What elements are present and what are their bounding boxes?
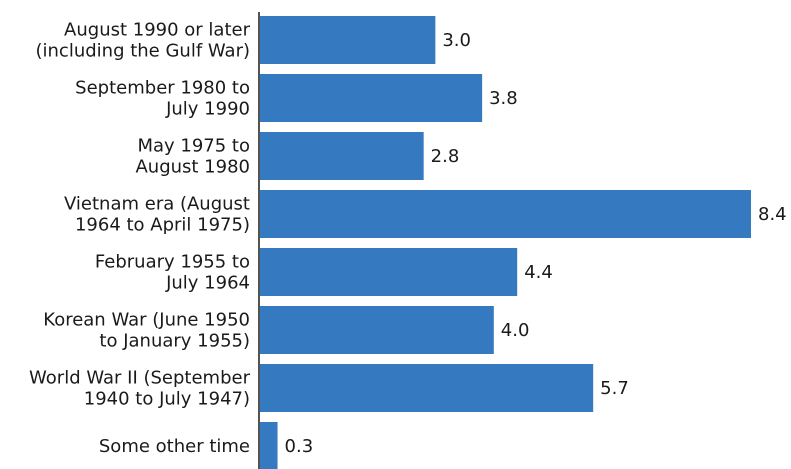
category-label-7: Some other time: [99, 436, 250, 457]
bar-4: [260, 248, 518, 296]
category-label-line: August 1980: [135, 157, 250, 178]
category-label-3: Vietnam era (August 1964 to April 1975): [64, 194, 250, 236]
bar-0: [260, 16, 436, 64]
category-label-4: February 1955 to July 1964: [95, 252, 250, 294]
bar-6: [260, 364, 594, 412]
category-label-line: May 1975 to: [137, 136, 250, 157]
category-label-line: to January 1955): [99, 331, 250, 352]
category-label-line: July 1990: [165, 99, 250, 120]
value-label-4: 4.4: [524, 262, 553, 283]
value-label-3: 8.4: [758, 204, 787, 225]
category-label-1: September 1980 to July 1990: [75, 78, 250, 120]
category-label-line: 1964 to April 1975): [75, 215, 250, 236]
category-label-2: May 1975 to August 1980: [135, 136, 250, 178]
value-label-5: 4.0: [501, 320, 530, 341]
bar-7: [260, 422, 278, 469]
category-label-line: Some other time: [99, 436, 250, 457]
bar-2: [260, 132, 424, 180]
value-label-7: 0.3: [285, 436, 314, 457]
category-label-line: August 1990 or later: [64, 20, 251, 41]
bar-3: [260, 190, 751, 238]
category-label-line: Korean War (June 1950: [43, 310, 250, 331]
category-label-line: Vietnam era (August: [64, 194, 250, 215]
category-label-0: August 1990 or later (including the Gulf …: [36, 20, 251, 62]
category-label-line: September 1980 to: [75, 78, 250, 99]
category-label-line: February 1955 to: [95, 252, 250, 273]
value-label-0: 3.0: [442, 30, 471, 51]
category-label-6: World War II (September 1940 to July 1947…: [29, 368, 251, 410]
category-label-line: (including the Gulf War): [36, 41, 251, 62]
category-label-line: World War II (September: [29, 368, 251, 389]
bars-layer: [260, 16, 751, 469]
category-label-line: July 1964: [165, 273, 250, 294]
category-label-5: Korean War (June 1950 to January 1955): [43, 310, 250, 352]
value-label-1: 3.8: [489, 88, 518, 109]
labels-layer: 3.0 August 1990 or later (including the Gu…: [29, 20, 787, 458]
bar-1: [260, 74, 483, 122]
category-label-line: 1940 to July 1947): [84, 389, 250, 410]
bar-5: [260, 306, 494, 354]
value-label-6: 5.7: [600, 378, 629, 399]
value-label-2: 2.8: [431, 146, 460, 167]
